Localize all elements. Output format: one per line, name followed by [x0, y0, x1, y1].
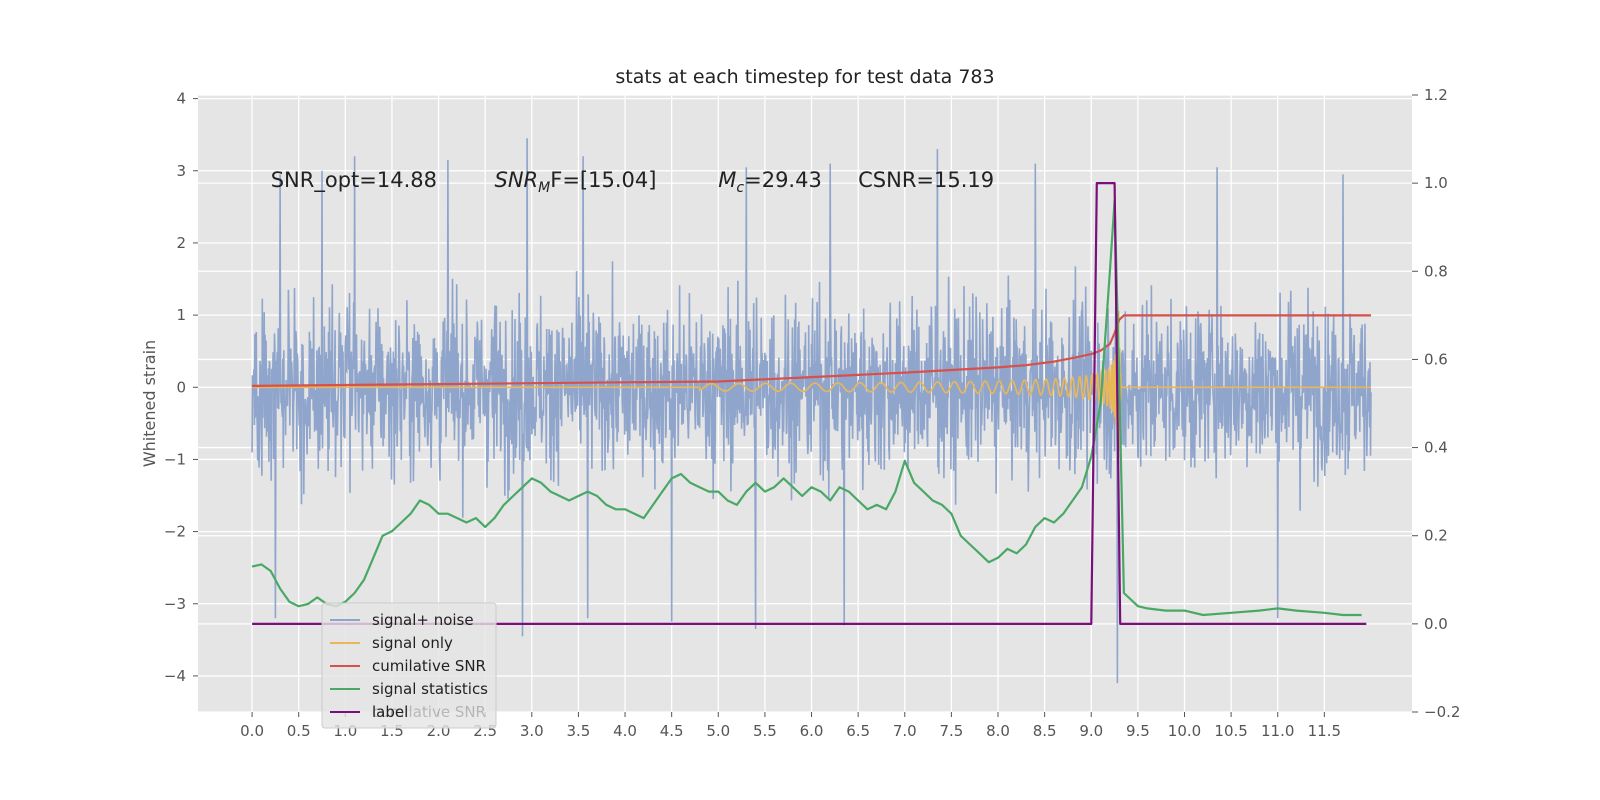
x-tick-label: 5.5: [753, 722, 777, 740]
y-tick-label-right: 0.0: [1424, 615, 1448, 633]
y-tick-label-right: −0.2: [1424, 703, 1460, 721]
series-label: [252, 182, 1367, 625]
x-tick-label: 6.5: [846, 722, 870, 740]
y-tick-label-left: −1: [164, 450, 186, 468]
x-tick-label: 7.0: [893, 722, 917, 740]
x-tick-label: 4.0: [613, 722, 637, 740]
x-tick-label: 8.5: [1033, 722, 1057, 740]
annotation-mc-base: M: [718, 168, 736, 192]
y-tick-label-right: 1.2: [1424, 86, 1448, 104]
annotations: SNR_opt=14.88 SNRMF=[15.04] Mc=29.43 CSN…: [271, 168, 994, 196]
x-tick-label: 9.0: [1079, 722, 1103, 740]
annotation-snr-mf-base: SNR: [495, 168, 539, 192]
x-tick-label: 10.0: [1168, 722, 1201, 740]
annotation-mc-sub: c: [736, 180, 744, 196]
y-tick-label-left: −4: [164, 667, 186, 685]
y-tick-label-left: −3: [164, 595, 186, 613]
x-tick-label: 5.0: [706, 722, 730, 740]
legend-entries: signal+ noise signal only cumilative SNR si…: [330, 611, 488, 721]
legend-ghost-text: cumilative SNR: [372, 703, 486, 721]
y-tick-label-right: 0.2: [1424, 527, 1448, 545]
y-tick-label-right: 0.6: [1424, 350, 1448, 368]
x-tick-label: 0.5: [287, 722, 311, 740]
annotation-snr-mf-rest: F=[15.04]: [550, 168, 656, 192]
y-tick-label-left: 4: [176, 90, 186, 108]
x-tick-label: 6.0: [800, 722, 824, 740]
series-signal-statistics: [251, 199, 1362, 617]
axis-ticks: 0.0 0.5 1.0 1.5 2.0 2.5 3.0 3.5 4.0 4.5 5.0 5.5 6.0 6…: [164, 86, 1461, 740]
y-tick-label-left: −2: [164, 523, 186, 541]
chart-title: stats at each timestep for test data 783: [615, 66, 994, 88]
legend-label: label: [372, 703, 408, 721]
y-tick-label-right: 1.0: [1424, 174, 1448, 192]
y-tick-label-left: 0: [176, 378, 186, 396]
legend-label: cumilative SNR: [372, 657, 486, 675]
x-tick-label: 3.0: [520, 722, 544, 740]
x-tick-label: 11.0: [1261, 722, 1294, 740]
x-tick-label: 11.5: [1308, 722, 1341, 740]
legend-box: [321, 602, 497, 729]
annotation-snr-mf: SNRMF=[15.04]: [495, 168, 657, 196]
series-cumilative-snr: [252, 314, 1371, 387]
annotation-csnr: CSNR=15.19: [858, 168, 994, 192]
legend-label: signal+ noise: [372, 611, 474, 629]
legend-label: signal statistics: [372, 680, 488, 698]
x-tick-label: 3.5: [566, 722, 590, 740]
series-signal-plus-noise: [251, 138, 1372, 684]
y-tick-label-left: 1: [176, 306, 186, 324]
series-layer: [251, 138, 1372, 684]
x-tick-label: 9.5: [1126, 722, 1150, 740]
y-tick-label-right: 0.8: [1424, 262, 1448, 280]
legend: cumilative SNR signal+ noise signal only c…: [321, 602, 497, 729]
series-signal-only: [252, 310, 1371, 458]
annotation-chirp-mass: Mc=29.43: [718, 168, 822, 196]
y-axis-label-left: Whitened strain: [140, 340, 159, 467]
legend-label: signal only: [372, 634, 453, 652]
x-tick-label: 7.5: [939, 722, 963, 740]
x-tick-label: 10.5: [1214, 722, 1247, 740]
x-tick-label: 4.5: [660, 722, 684, 740]
annotation-mc-rest: =29.43: [744, 168, 822, 192]
x-tick-label: 0.0: [240, 722, 264, 740]
y-tick-label-left: 3: [176, 162, 186, 180]
x-tick-label: 8.0: [986, 722, 1010, 740]
annotation-snr-mf-sub: M: [538, 180, 550, 196]
annotation-snr-opt: SNR_opt=14.88: [271, 168, 437, 193]
y-tick-label-right: 0.4: [1424, 439, 1448, 457]
y-tick-label-left: 2: [176, 234, 186, 252]
